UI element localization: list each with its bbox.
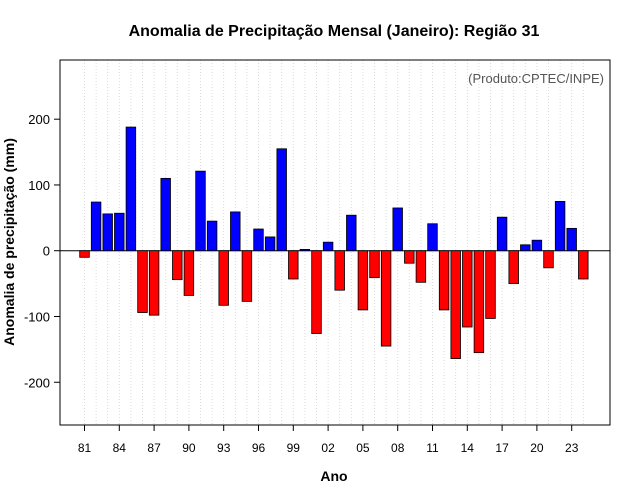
bar-2000 (299, 249, 311, 252)
bar-1988 (160, 177, 171, 252)
bar-1983 (102, 213, 113, 252)
x-tick-label: 99 (287, 441, 301, 455)
x-tick-label: 08 (391, 441, 405, 455)
bar-2011 (427, 223, 438, 252)
bar-2010 (415, 250, 427, 283)
bar-2014 (462, 250, 473, 328)
bar-2012 (438, 250, 450, 311)
x-tick-label: 90 (182, 441, 196, 455)
x-axis-label: Ano (320, 468, 347, 484)
y-axis: -200 -100 0 100 200 (24, 112, 60, 390)
bar-1996 (253, 228, 264, 252)
bar-2013 (450, 250, 461, 359)
bar-1995 (241, 250, 253, 302)
bar-1982 (90, 201, 102, 252)
y-tick-label: -200 (24, 375, 50, 390)
x-axis: 81 84 87 90 93 96 99 02 05 08 11 14 17 20 23 (78, 425, 579, 455)
x-tick-label: 87 (147, 441, 161, 455)
bar-2009 (404, 250, 415, 264)
x-tick-label: 81 (78, 441, 92, 455)
product-credit: (Produto:CPTEC/INPE) (468, 71, 604, 86)
bar-2019 (520, 244, 531, 252)
bar-1993 (218, 250, 229, 306)
bar-1987 (148, 250, 160, 316)
bar-2017 (496, 216, 508, 252)
bar-2018 (508, 250, 519, 285)
y-tick-label: 200 (28, 112, 50, 127)
bar-2022 (554, 200, 566, 252)
x-tick-label: 17 (495, 441, 509, 455)
bar-1990 (183, 250, 195, 296)
y-axis-label: Anomalia de precipitação (mm) (1, 138, 17, 346)
bar-1992 (206, 220, 218, 252)
bar-1981 (79, 250, 90, 258)
bar-2023 (566, 227, 577, 252)
bar-2007 (380, 250, 392, 347)
bar-1985 (125, 126, 137, 252)
bar-1994 (230, 211, 241, 252)
bar-1998 (276, 148, 287, 252)
y-tick-label: -100 (24, 309, 50, 324)
chart-title: Anomalia de Precipitação Mensal (Janeiro… (129, 23, 540, 40)
x-tick-label: 93 (217, 441, 231, 455)
bar-1991 (195, 170, 206, 252)
x-tick-label: 05 (356, 441, 370, 455)
x-tick-label: 96 (252, 441, 266, 455)
plot-border (59, 59, 611, 426)
x-tick-label: 02 (321, 441, 335, 455)
bar-2005 (357, 250, 369, 311)
bar-1984 (114, 212, 125, 252)
bar-2006 (369, 250, 380, 279)
bar-2003 (334, 250, 345, 291)
bars (79, 126, 589, 359)
bar-1986 (137, 250, 148, 313)
bar-2020 (531, 239, 543, 252)
y-tick-label: 0 (43, 244, 50, 259)
y-tick-label: 100 (28, 178, 50, 193)
bar-2002 (322, 241, 334, 252)
bar-2001 (311, 250, 322, 334)
bar-2008 (392, 207, 403, 252)
x-tick-label: 14 (461, 441, 475, 455)
x-tick-label: 23 (565, 441, 579, 455)
bar-1989 (172, 250, 183, 281)
bar-2024 (578, 250, 589, 280)
bar-2016 (485, 250, 496, 319)
x-tick-label: 20 (530, 441, 544, 455)
grid-lines (84, 60, 584, 425)
bar-1997 (264, 236, 276, 252)
bar-2015 (473, 250, 485, 354)
bar-1999 (288, 250, 299, 280)
x-tick-label: 11 (426, 441, 439, 455)
bar-2021 (543, 250, 554, 269)
x-tick-label: 84 (113, 441, 127, 455)
bar-2004 (346, 214, 357, 252)
